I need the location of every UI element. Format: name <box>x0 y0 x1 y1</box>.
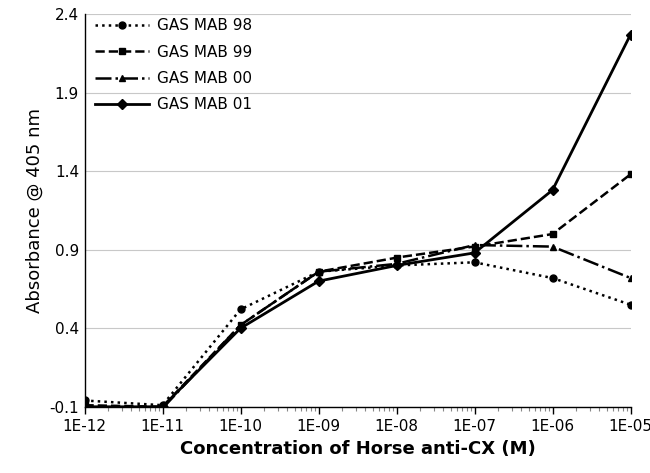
GAS MAB 00 <box>549 244 556 249</box>
Line: GAS MAB 01: GAS MAB 01 <box>81 31 634 410</box>
GAS MAB 98 <box>471 260 478 265</box>
GAS MAB 00 <box>159 405 166 411</box>
GAS MAB 00 <box>471 242 478 248</box>
GAS MAB 99 <box>471 244 478 249</box>
GAS MAB 00 <box>393 261 400 267</box>
GAS MAB 00 <box>315 269 322 274</box>
X-axis label: Concentration of Horse anti-CX (M): Concentration of Horse anti-CX (M) <box>179 440 536 458</box>
Legend: GAS MAB 98, GAS MAB 99, GAS MAB 00, GAS MAB 01: GAS MAB 98, GAS MAB 99, GAS MAB 00, GAS … <box>96 18 252 113</box>
GAS MAB 99 <box>315 269 322 274</box>
GAS MAB 01 <box>549 187 556 193</box>
GAS MAB 00 <box>627 275 634 281</box>
GAS MAB 01 <box>393 263 400 268</box>
GAS MAB 01 <box>81 404 88 410</box>
Line: GAS MAB 00: GAS MAB 00 <box>81 242 634 413</box>
GAS MAB 99 <box>159 404 166 410</box>
GAS MAB 98 <box>315 269 322 274</box>
GAS MAB 01 <box>315 278 322 284</box>
GAS MAB 99 <box>81 403 88 408</box>
GAS MAB 99 <box>549 231 556 237</box>
GAS MAB 01 <box>159 404 166 410</box>
GAS MAB 98 <box>549 275 556 281</box>
GAS MAB 01 <box>471 250 478 256</box>
GAS MAB 01 <box>627 32 634 37</box>
GAS MAB 98 <box>159 403 166 408</box>
GAS MAB 99 <box>627 172 634 177</box>
Line: GAS MAB 99: GAS MAB 99 <box>81 171 634 410</box>
GAS MAB 98 <box>393 263 400 268</box>
Y-axis label: Absorbance @ 405 nm: Absorbance @ 405 nm <box>26 108 44 313</box>
GAS MAB 01 <box>237 325 244 331</box>
GAS MAB 00 <box>81 407 88 413</box>
GAS MAB 99 <box>237 322 244 328</box>
GAS MAB 98 <box>237 307 244 312</box>
GAS MAB 98 <box>81 398 88 403</box>
GAS MAB 98 <box>627 302 634 307</box>
GAS MAB 00 <box>237 322 244 328</box>
GAS MAB 99 <box>393 255 400 261</box>
Line: GAS MAB 98: GAS MAB 98 <box>81 259 634 409</box>
